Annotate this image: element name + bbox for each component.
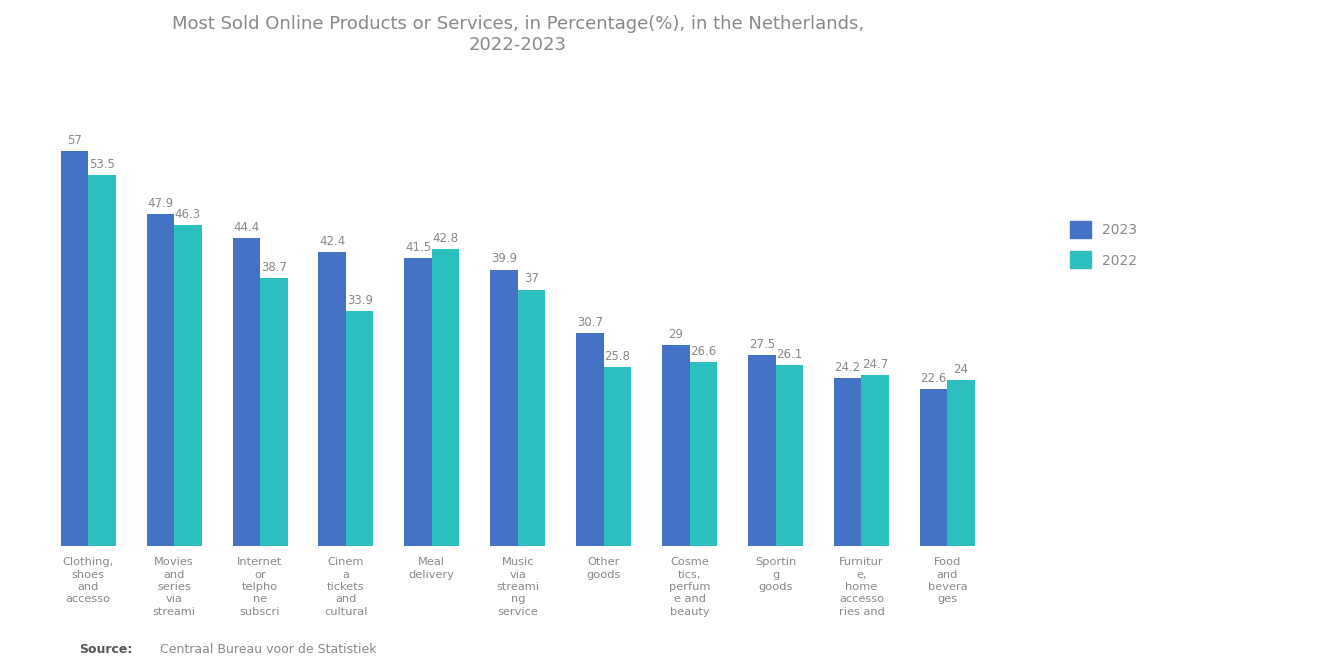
Text: 26.1: 26.1 (776, 348, 803, 361)
Text: 57: 57 (67, 134, 82, 147)
Text: 53.5: 53.5 (88, 158, 115, 171)
Bar (490, 269, 517, 546)
Text: 24.7: 24.7 (862, 358, 888, 370)
Text: Centraal Bureau voor de Statistiek: Centraal Bureau voor de Statistiek (152, 643, 376, 656)
Bar (318, 252, 346, 546)
Bar (862, 375, 888, 546)
Text: 27.5: 27.5 (748, 338, 775, 351)
Text: 46.3: 46.3 (174, 208, 201, 221)
Bar (174, 225, 202, 546)
Bar (432, 249, 459, 546)
Bar (147, 214, 174, 546)
Bar (663, 345, 689, 546)
Text: 39.9: 39.9 (491, 253, 517, 265)
Text: 38.7: 38.7 (261, 261, 286, 274)
Text: 25.8: 25.8 (605, 350, 631, 363)
Text: 26.6: 26.6 (690, 344, 717, 358)
Text: 30.7: 30.7 (577, 316, 603, 329)
Bar (260, 278, 288, 546)
Bar (517, 290, 545, 546)
Bar (404, 259, 432, 546)
Text: 29: 29 (668, 328, 684, 341)
Text: 41.5: 41.5 (405, 241, 432, 254)
Bar (748, 356, 776, 546)
Text: 42.8: 42.8 (433, 232, 458, 245)
Text: 42.4: 42.4 (319, 235, 346, 248)
Bar (88, 176, 116, 546)
Text: 22.6: 22.6 (920, 372, 946, 385)
Bar (834, 378, 862, 546)
Bar (61, 151, 88, 546)
Bar (346, 311, 374, 546)
Bar (577, 333, 603, 546)
Text: 47.9: 47.9 (148, 197, 173, 210)
Bar (948, 380, 975, 546)
Title: Most Sold Online Products or Services, in Percentage(%), in the Netherlands,
202: Most Sold Online Products or Services, i… (172, 15, 863, 54)
Text: 44.4: 44.4 (234, 221, 260, 234)
Text: 33.9: 33.9 (347, 294, 372, 307)
Bar (603, 367, 631, 546)
Text: 37: 37 (524, 273, 539, 285)
Text: Source:: Source: (79, 643, 132, 656)
Text: 24: 24 (953, 362, 969, 376)
Bar (232, 238, 260, 546)
Bar (689, 362, 717, 546)
Bar (776, 365, 803, 546)
Bar (920, 390, 948, 546)
Text: 24.2: 24.2 (834, 361, 861, 374)
Legend: 2023, 2022: 2023, 2022 (1064, 213, 1144, 275)
